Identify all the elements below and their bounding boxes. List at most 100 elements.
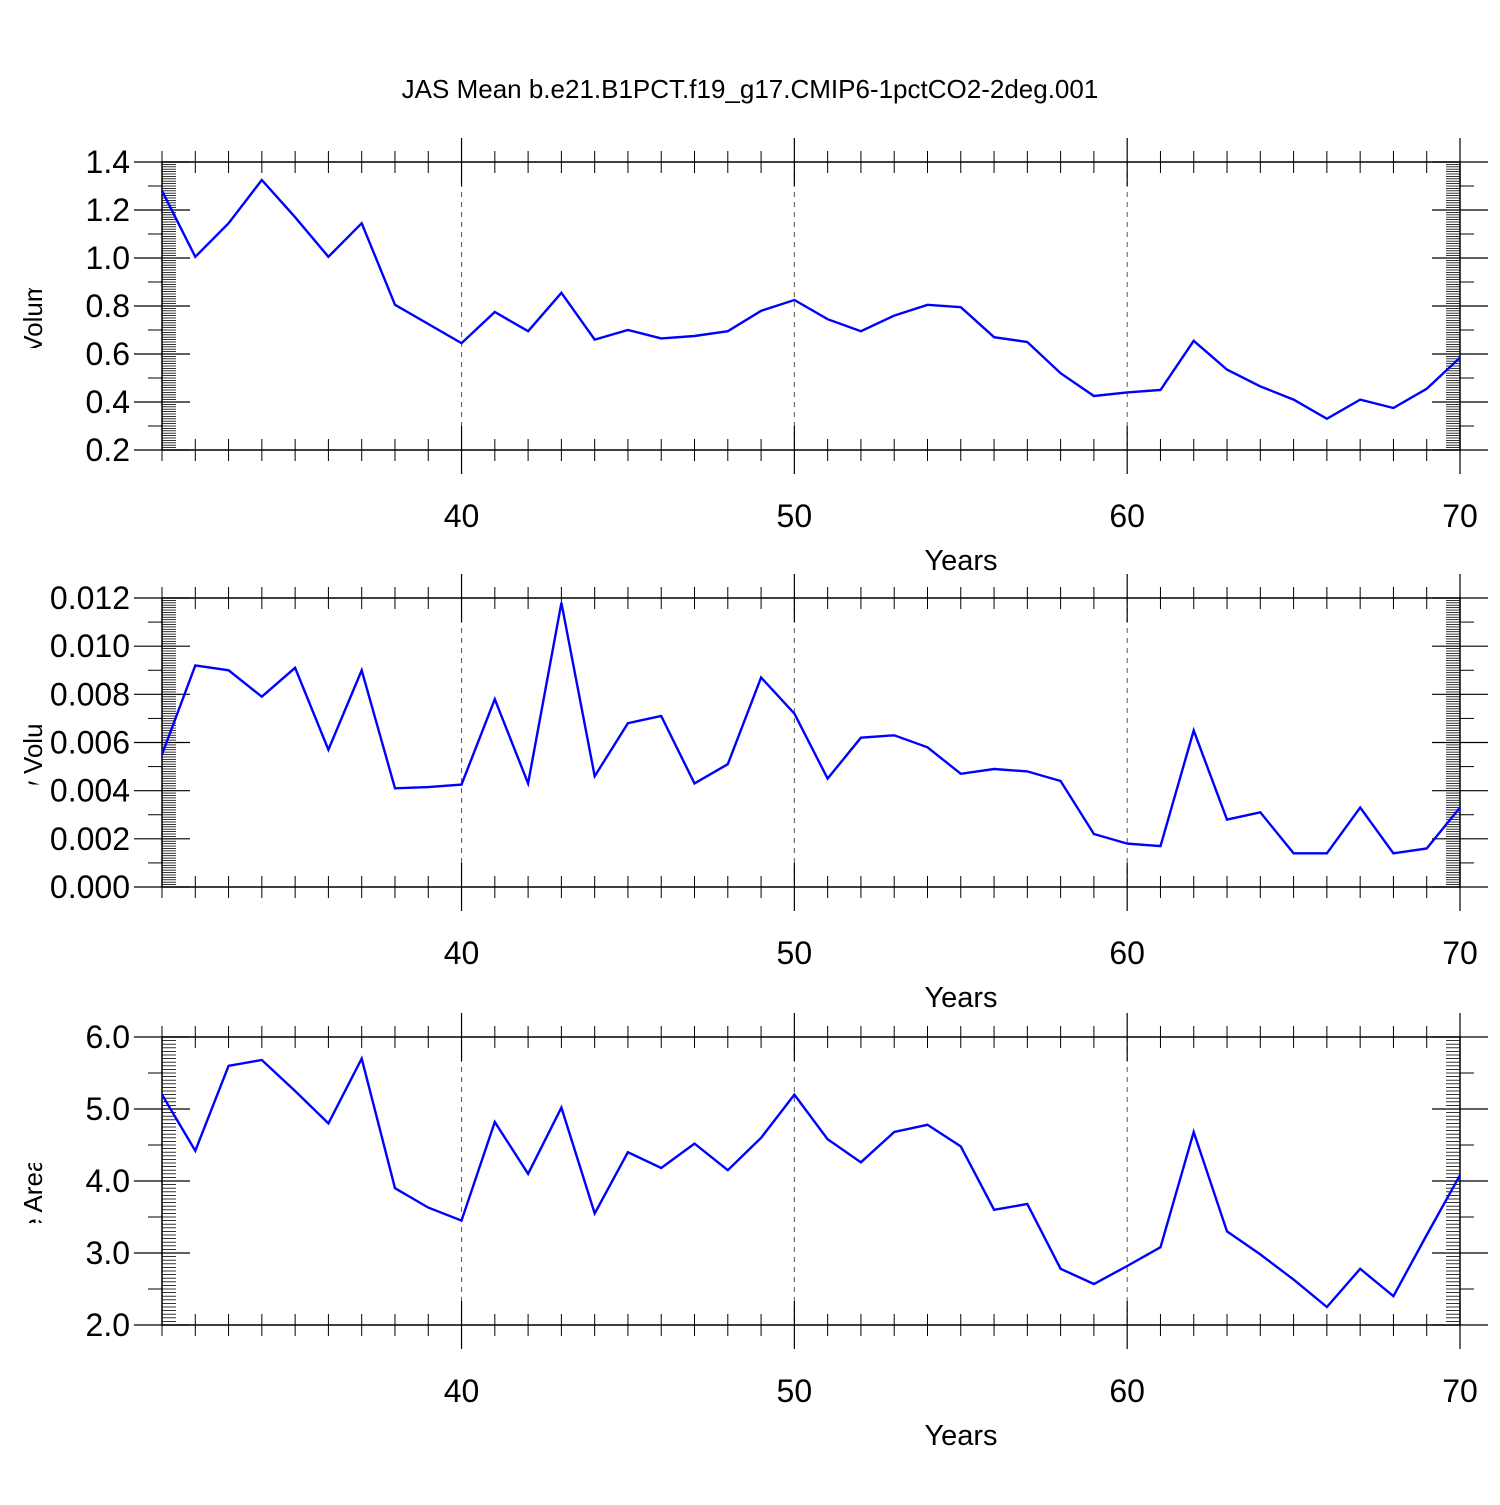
- y-tick-label: 5.0: [86, 1091, 130, 1127]
- data-point: [394, 304, 396, 306]
- y-axis-title: NH Ice Volume 1013 m3: [16, 173, 48, 440]
- data-point: [993, 768, 995, 770]
- series-line: [160, 178, 1461, 421]
- y-axis-title-main: NH Ice Volume 10: [18, 230, 48, 440]
- plot-frame: [161, 161, 1461, 451]
- data-point: [660, 715, 662, 717]
- data-point: [1193, 729, 1195, 731]
- data-point: [261, 696, 263, 698]
- y-tick-label: 1.4: [86, 144, 130, 180]
- data-point: [427, 323, 429, 325]
- data-point: [893, 1131, 895, 1133]
- data-point: [926, 304, 928, 306]
- data-point: [1126, 1265, 1128, 1267]
- data-point: [427, 786, 429, 788]
- data-point: [1259, 385, 1261, 387]
- y-tick-label: 0.4: [86, 384, 130, 420]
- data-point: [394, 787, 396, 789]
- x-tick-label: 70: [1442, 935, 1478, 971]
- data-point: [261, 1059, 263, 1061]
- data-point: [860, 330, 862, 332]
- y-tick-label: 6.0: [86, 1019, 130, 1055]
- x-tick-label: 40: [444, 1373, 480, 1409]
- y-tick-label: 3.0: [86, 1235, 130, 1271]
- data-point: [194, 1150, 196, 1152]
- data-point: [460, 342, 462, 344]
- data-point: [627, 1151, 629, 1153]
- data-point: [327, 1122, 329, 1124]
- data-point: [960, 1145, 962, 1147]
- data-point: [1193, 1131, 1195, 1133]
- data-point: [161, 190, 163, 192]
- data-point: [527, 782, 529, 784]
- x-tick-label: 50: [777, 1373, 813, 1409]
- data-point: [1426, 847, 1428, 849]
- x-tick-label: 40: [444, 935, 480, 971]
- figure-title: JAS Mean b.e21.B1PCT.f19_g17.CMIP6-1pctC…: [402, 74, 1099, 104]
- y-axis-title-unit: m: [18, 1074, 48, 1103]
- data-point: [960, 773, 962, 775]
- data-point: [1159, 845, 1161, 847]
- data-point: [1426, 1234, 1428, 1236]
- data-point: [760, 310, 762, 312]
- data-point: [1193, 340, 1195, 342]
- data-point: [760, 1137, 762, 1139]
- y-axis-title-exponent: 13: [16, 632, 35, 651]
- x-axis-title: Years: [924, 982, 997, 1014]
- y-tick-label: 0.8: [86, 288, 130, 324]
- data-point: [627, 329, 629, 331]
- data-point: [560, 292, 562, 294]
- data-point: [1159, 1246, 1161, 1248]
- data-point: [1026, 770, 1028, 772]
- data-point: [826, 777, 828, 779]
- y-tick-label: 0.2: [86, 432, 130, 468]
- y-tick-label: 2.0: [86, 1307, 130, 1343]
- data-point: [294, 216, 296, 218]
- data-point: [693, 782, 695, 784]
- data-point: [893, 734, 895, 736]
- data-point: [161, 753, 163, 755]
- data-point: [627, 722, 629, 724]
- y-axis-title-exponent: 12: [16, 1103, 35, 1122]
- data-point: [993, 336, 995, 338]
- data-point: [1226, 1230, 1228, 1232]
- data-point: [460, 1219, 462, 1221]
- data-point: [1459, 1174, 1461, 1176]
- x-tick-label: 40: [444, 498, 480, 534]
- data-point: [560, 602, 562, 604]
- data-point: [1326, 852, 1328, 854]
- panel-2: 40 50 60 70 Years 0.000 0.002 0.004 0.006 0.008 0.…: [16, 574, 1488, 1014]
- data-point: [1226, 818, 1228, 820]
- data-point: [1292, 852, 1294, 854]
- data-point: [1392, 1295, 1394, 1297]
- data-point: [227, 222, 229, 224]
- data-point: [1093, 833, 1095, 835]
- data-point: [494, 698, 496, 700]
- data-point: [1226, 368, 1228, 370]
- data-point: [693, 1142, 695, 1144]
- data-point: [294, 1090, 296, 1092]
- data-point: [1326, 1306, 1328, 1308]
- data-point: [227, 1065, 229, 1067]
- y-axis-title-main: NH Snow Volume 10: [18, 651, 48, 891]
- data-point: [1059, 780, 1061, 782]
- data-point: [494, 311, 496, 313]
- data-point: [427, 1206, 429, 1208]
- data-point: [327, 256, 329, 258]
- x-tick-label: 60: [1109, 498, 1145, 534]
- y-axis-title-unit-exponent: 3: [16, 594, 35, 603]
- data-point: [1059, 372, 1061, 374]
- x-tick-label: 50: [777, 935, 813, 971]
- data-point: [1426, 388, 1428, 390]
- data-point: [826, 318, 828, 320]
- data-point: [1359, 398, 1361, 400]
- data-point: [1126, 391, 1128, 393]
- data-point: [660, 337, 662, 339]
- data-point: [793, 712, 795, 714]
- data-point: [261, 179, 263, 181]
- data-point: [360, 222, 362, 224]
- panel-3: 40 50 60 70 Years 2.0 3.0 4.0 5.0 6.0 NH Ice Area …: [16, 1013, 1488, 1452]
- data-point: [893, 314, 895, 316]
- data-point: [394, 1187, 396, 1189]
